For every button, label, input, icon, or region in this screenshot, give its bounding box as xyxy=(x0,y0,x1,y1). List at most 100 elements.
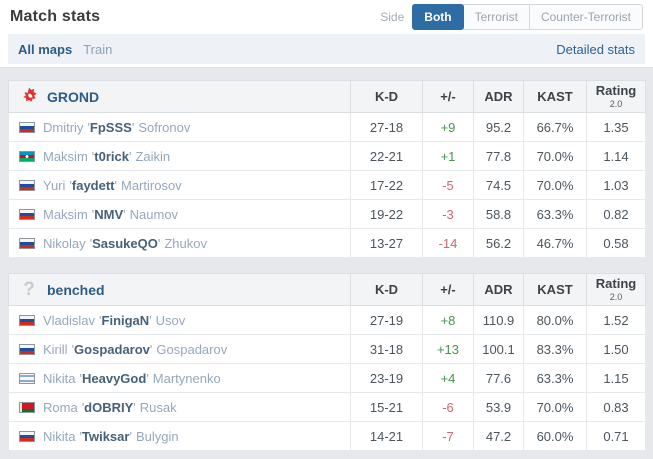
stat-kast: 63.3% xyxy=(523,199,587,229)
player-link[interactable]: Nikita ' HeavyGod ' Martynenko xyxy=(19,371,350,386)
col-header-adr: ADR xyxy=(473,273,524,306)
player-nickname: SasukeQO xyxy=(92,235,158,251)
player-link[interactable]: Yuri ' faydett ' Martirosov xyxy=(19,178,350,193)
player-cell: Vladislav ' FinigaN ' Usov xyxy=(8,305,351,335)
stat-kast: 63.3% xyxy=(523,363,587,393)
map-links: All maps Train xyxy=(18,42,112,57)
stat-diff: +9 xyxy=(422,112,474,142)
player-cell: Dmitriy ' FpSSS ' Sofronov xyxy=(8,112,351,142)
team-name[interactable]: benched xyxy=(47,281,105,298)
player-cell: Nikita ' Twiksar ' Bulygin xyxy=(8,421,351,451)
detailed-stats-link[interactable]: Detailed stats xyxy=(556,41,635,57)
stat-adr: 74.5 xyxy=(473,170,524,200)
player-link[interactable]: Nikita ' Twiksar ' Bulygin xyxy=(19,429,350,444)
stat-adr: 100.1 xyxy=(473,334,524,364)
player-cell: Roma ' dOBRIY ' Rusak xyxy=(8,392,351,422)
player-first-name: Nikita xyxy=(43,370,76,386)
player-row: Nikita ' HeavyGod ' Martynenko 23-19 +4 77.6… xyxy=(8,363,646,393)
stat-kast: 60.0% xyxy=(523,421,587,451)
player-link[interactable]: Vladislav ' FinigaN ' Usov xyxy=(19,313,350,328)
stat-kd: 23-19 xyxy=(350,363,423,393)
quote-mark: ' xyxy=(149,341,153,357)
team-name[interactable]: GROND xyxy=(47,88,100,105)
tab-counter-terrorist[interactable]: Counter-Terrorist xyxy=(528,4,643,30)
flag-icon xyxy=(19,179,35,191)
stat-kast: 80.0% xyxy=(523,305,587,335)
stat-adr: 47.2 xyxy=(473,421,524,451)
stat-adr: 95.2 xyxy=(473,112,524,142)
player-row: Maksim ' t0rick ' Zaikin 22-21 +1 77.8 70.0%… xyxy=(8,141,646,171)
player-cell: Yuri ' faydett ' Martirosov xyxy=(8,170,351,200)
player-last-name: Gospadarov xyxy=(156,341,228,357)
player-link[interactable]: Maksim ' t0rick ' Zaikin xyxy=(19,149,350,164)
player-link[interactable]: Nikolay ' SasukeQO ' Zhukov xyxy=(19,236,350,251)
flag-icon xyxy=(19,121,35,133)
stat-kast: 70.0% xyxy=(523,392,587,422)
quote-mark: ' xyxy=(79,370,82,386)
col-header-kd: K-D xyxy=(350,80,423,113)
flag-icon xyxy=(19,208,35,220)
stat-kast: 46.7% xyxy=(523,228,587,258)
stat-kd: 22-21 xyxy=(350,141,423,171)
player-cell: Maksim ' t0rick ' Zaikin xyxy=(8,141,351,171)
player-first-name: Maksim xyxy=(43,148,88,164)
player-link[interactable]: Roma ' dOBRIY ' Rusak xyxy=(19,400,350,415)
stat-kd: 17-22 xyxy=(350,170,423,200)
map-link-train[interactable]: Train xyxy=(83,41,113,57)
player-first-name: Vladislav xyxy=(43,312,96,328)
player-link[interactable]: Dmitriy ' FpSSS ' Sofronov xyxy=(19,120,350,135)
rating-version-label: 2.0 xyxy=(609,99,623,109)
col-header-diff: +/- xyxy=(422,80,474,113)
player-last-name: Martynenko xyxy=(152,370,221,386)
player-last-name: Sofronov xyxy=(138,119,191,135)
player-cell: Nikolay ' SasukeQO ' Zhukov xyxy=(8,228,351,258)
quote-mark: ' xyxy=(131,119,135,135)
side-tab-group: Both Terrorist Counter-Terrorist xyxy=(412,4,643,30)
quote-mark: ' xyxy=(87,119,90,135)
stat-kd: 19-22 xyxy=(350,199,423,229)
team-header-cell: GROND xyxy=(8,80,351,113)
player-first-name: Yuri xyxy=(43,177,66,193)
player-cell: Kirill ' Gospadarov ' Gospadarov xyxy=(8,334,351,364)
rating-version-label: 2.0 xyxy=(609,292,623,302)
flag-icon xyxy=(19,150,35,162)
col-header-kd: K-D xyxy=(350,273,423,306)
player-link[interactable]: Kirill ' Gospadarov ' Gospadarov xyxy=(19,342,350,357)
map-bar: All maps Train Detailed stats xyxy=(8,34,645,64)
stat-diff: -6 xyxy=(422,392,474,422)
stat-kd: 14-21 xyxy=(350,421,423,451)
player-nickname: Gospadarov xyxy=(74,341,150,357)
stat-rating: 1.50 xyxy=(586,334,646,364)
stat-diff: +4 xyxy=(422,363,474,393)
stat-kast: 83.3% xyxy=(523,334,587,364)
stat-kd: 13-27 xyxy=(350,228,423,258)
stat-rating: 1.14 xyxy=(586,141,646,171)
col-header-rating: Rating 2.0 xyxy=(586,80,646,113)
stat-diff: +8 xyxy=(422,305,474,335)
quote-mark: ' xyxy=(81,399,85,415)
player-row: Nikita ' Twiksar ' Bulygin 14-21 -7 47.2 60.… xyxy=(8,421,646,451)
stat-rating: 1.35 xyxy=(586,112,646,142)
all-maps-link[interactable]: All maps xyxy=(18,41,73,57)
side-label: Side xyxy=(380,10,405,24)
stat-kd: 27-19 xyxy=(350,305,423,335)
player-link[interactable]: Maksim ' NMV ' Naumov xyxy=(19,207,350,222)
quote-mark: ' xyxy=(79,428,82,444)
player-nickname: dOBRIY xyxy=(84,399,134,415)
stat-rating: 1.52 xyxy=(586,305,646,335)
question-mark-icon: ? xyxy=(23,278,35,300)
quote-mark: ' xyxy=(123,206,126,222)
grond-team-logo-icon xyxy=(19,87,39,107)
page-title: Match stats xyxy=(10,8,101,25)
team-stats-table-grond: GROND K-D +/- ADR KAST Rating 2.0 Dmitriy… xyxy=(8,80,646,258)
stat-adr: 77.6 xyxy=(473,363,524,393)
tab-both[interactable]: Both xyxy=(412,4,464,30)
top-panel: Match stats Side Both Terrorist Counter-… xyxy=(0,0,653,68)
quote-mark: ' xyxy=(157,235,161,251)
table-header-row: ? benched K-D +/- ADR KAST Rating 2.0 xyxy=(8,273,646,306)
stat-adr: 110.9 xyxy=(473,305,524,335)
tab-terrorist[interactable]: Terrorist xyxy=(462,4,530,30)
stat-adr: 53.9 xyxy=(473,392,524,422)
player-first-name: Nikita xyxy=(43,428,76,444)
